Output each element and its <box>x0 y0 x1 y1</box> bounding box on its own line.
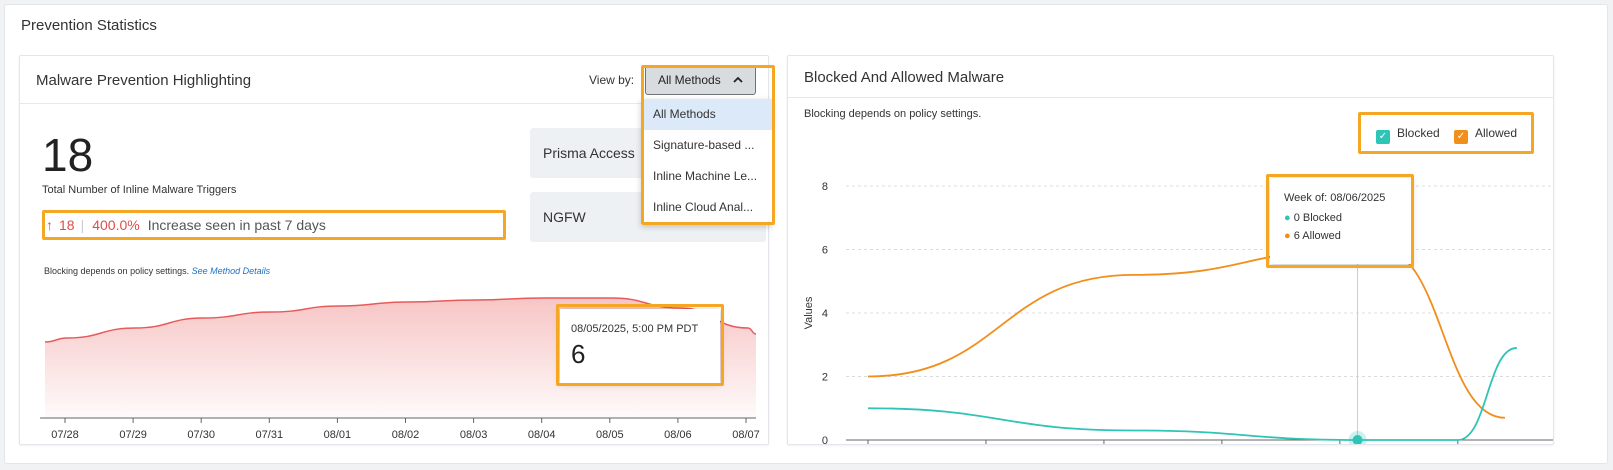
trend-summary: ↑ 18 | 400.0% Increase seen in past 7 days <box>42 210 504 240</box>
tooltip-highlight <box>1266 174 1414 268</box>
blocked-allowed-card: Blocked And Allowed Malware Blocking dep… <box>787 55 1554 445</box>
x-tick-label: 08/02 <box>392 429 420 438</box>
x-tick-label: 08/01 <box>324 429 352 438</box>
y-tick-label: 4 <box>822 308 828 320</box>
view-by-label: View by: <box>589 73 635 87</box>
tooltip-highlight <box>556 304 724 386</box>
menu-item-signature-based[interactable]: Signature-based ... <box>653 138 755 152</box>
menu-item-inline-machine-learning[interactable]: Inline Machine Le... <box>653 169 758 183</box>
arrow-up-icon: ↑ <box>46 217 53 233</box>
x-tick-label: 07/29 <box>119 429 147 438</box>
trend-text: Increase seen in past 7 days <box>147 217 326 233</box>
card-title: Malware Prevention Highlighting <box>36 72 252 89</box>
legend-highlight <box>1358 112 1534 154</box>
highlighted-point <box>1352 435 1363 444</box>
chart-tooltip: Week of: 08/06/2025 ● 0 Blocked ● 6 Allo… <box>1270 178 1412 264</box>
y-tick-label: 0 <box>822 435 828 444</box>
legend-blocked[interactable]: ✓ Blocked <box>1376 125 1440 144</box>
x-tick-label: 08/07 <box>732 429 760 438</box>
trend-highlight <box>42 210 506 240</box>
total-triggers-label: Total Number of Inline Malware Triggers <box>42 184 237 196</box>
dropdown-selected-value: All Methods <box>658 73 721 87</box>
card-header: Malware Prevention Highlighting View by:… <box>20 56 768 104</box>
x-tick-label: 07/28 <box>51 429 79 438</box>
tooltip-allowed-row: ● 6 Allowed <box>1284 230 1412 242</box>
x-tick-label: 08/03 <box>460 429 488 438</box>
trend-separator: | <box>80 217 85 233</box>
card-title: Blocked And Allowed Malware <box>804 69 1005 86</box>
y-tick-label: 6 <box>822 245 828 257</box>
menu-item-inline-cloud-analysis[interactable]: Inline Cloud Anal... <box>653 200 754 214</box>
page-title: Prevention Statistics <box>21 17 157 34</box>
chevron-up-icon <box>733 76 743 83</box>
legend-allowed[interactable]: ✓ Allowed <box>1454 125 1517 144</box>
view-by-menu: All Methods Signature-based ... Inline M… <box>641 99 772 225</box>
x-tick-label: 07/30 <box>187 429 215 438</box>
checkbox-checked-icon: ✓ <box>1376 130 1390 144</box>
total-triggers-value: 18 <box>42 129 94 181</box>
y-axis-label: Values <box>803 296 815 329</box>
policy-note: Blocking depends on policy settings. See… <box>44 266 270 276</box>
see-method-details-link[interactable]: See Method Details <box>191 266 271 276</box>
menu-item-all-methods[interactable]: All Methods <box>641 99 772 130</box>
trend-count: 18 <box>59 217 75 233</box>
x-tick-label: 08/05 <box>596 429 624 438</box>
tooltip-allowed: 6 Allowed <box>1293 230 1341 242</box>
dot-icon: ● <box>1284 230 1291 242</box>
card-header: Blocked And Allowed Malware <box>788 56 1553 98</box>
area-line <box>44 297 757 343</box>
dot-icon: ● <box>1284 212 1291 224</box>
x-tick-label: 07/31 <box>256 429 284 438</box>
malware-prevention-card: Malware Prevention Highlighting View by:… <box>19 55 775 445</box>
policy-note-text: Blocking depends on policy settings. <box>44 266 190 276</box>
tooltip-blocked: 0 Blocked <box>1293 212 1343 224</box>
legend-label: Blocked <box>1397 126 1440 140</box>
tooltip-value: 6 <box>571 339 586 369</box>
prevention-statistics-panel: Prevention Statistics Malware Prevention… <box>4 4 1608 464</box>
tooltip-date: 08/05/2025, 5:00 PM PDT <box>571 323 699 335</box>
view-by-dropdown[interactable]: All Methods <box>645 65 756 95</box>
dropdown-highlight <box>641 65 775 225</box>
x-tick-label: 08/04 <box>528 429 556 438</box>
trend-percent: 400.0% <box>92 217 140 233</box>
series-line-allowed <box>867 248 1506 419</box>
y-tick-label: 8 <box>822 181 828 193</box>
chart-tooltip: 08/05/2025, 5:00 PM PDT 6 <box>560 309 720 383</box>
series-line-blocked <box>867 347 1517 441</box>
policy-note: Blocking depends on policy settings. <box>804 108 982 120</box>
y-tick-label: 2 <box>822 372 828 384</box>
x-tick-label: 08/06 <box>664 429 692 438</box>
blocked-allowed-line-chart: 02468Values07/2807/3008/0108/0308/0508/0… <box>803 181 1553 444</box>
tooltip-blocked-row: ● 0 Blocked <box>1284 212 1412 224</box>
checkbox-checked-icon: ✓ <box>1454 130 1468 144</box>
legend-label: Allowed <box>1475 126 1518 140</box>
tooltip-title: Week of: 08/06/2025 <box>1284 192 1386 204</box>
